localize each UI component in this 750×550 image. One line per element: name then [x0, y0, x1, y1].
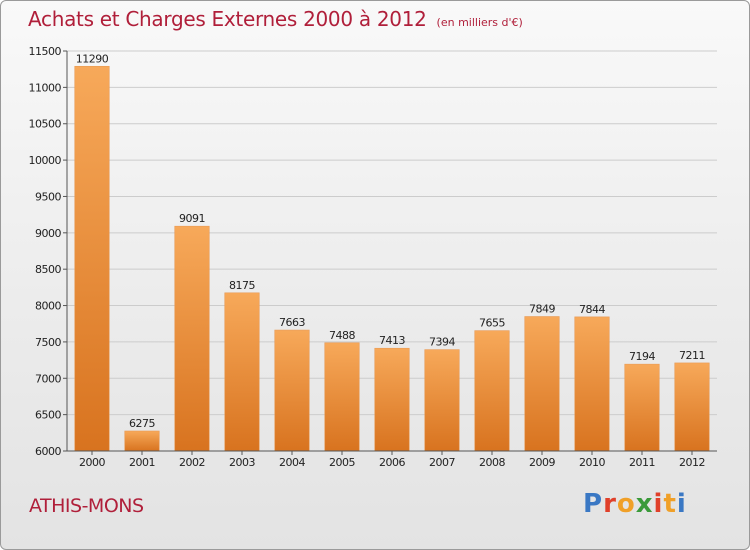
- data-label: 7663: [279, 316, 305, 329]
- y-tick-label: 9500: [35, 190, 61, 203]
- axes: [63, 50, 717, 455]
- y-tick-label: 7000: [35, 372, 61, 385]
- x-tick-label: 2011: [629, 456, 655, 469]
- data-label: 7413: [379, 334, 405, 347]
- labels: 6000 6500 7000 7500 8000 8500 9000 9500 10000 105…: [29, 45, 706, 469]
- x-tick-label: 2007: [429, 456, 455, 469]
- logo-letter: i: [653, 489, 664, 519]
- bar: [124, 430, 160, 452]
- bars: [74, 65, 710, 452]
- x-tick-label: 2008: [479, 456, 505, 469]
- data-label: 7655: [479, 317, 505, 330]
- bar: [324, 342, 360, 452]
- logo-letter: i: [676, 489, 687, 519]
- y-tick-label: 7500: [35, 336, 61, 349]
- title-block: Achats et Charges Externes 2000 à 2012 (e…: [28, 7, 523, 31]
- x-tick-label: 2001: [129, 456, 155, 469]
- bar: [674, 362, 710, 452]
- data-label: 7488: [329, 329, 355, 342]
- y-tick-label: 11000: [29, 81, 62, 94]
- bar: [224, 292, 260, 452]
- city-name: ATHIS-MONS: [29, 495, 144, 517]
- bar: [624, 363, 660, 452]
- data-label: 7211: [679, 349, 705, 362]
- bar: [174, 225, 210, 452]
- y-tick-label: 8000: [35, 300, 61, 313]
- logo-letter: r: [603, 489, 617, 519]
- proxiti-logo[interactable]: Proxiti: [583, 489, 687, 519]
- x-tick-label: 2009: [529, 456, 555, 469]
- data-label: 7844: [579, 303, 605, 316]
- logo-letter: P: [583, 489, 604, 519]
- logo-letter: x: [635, 489, 654, 519]
- chart-title: Achats et Charges Externes 2000 à 2012: [28, 7, 427, 31]
- y-tick-label: 9000: [35, 227, 61, 240]
- bar: [74, 65, 110, 452]
- y-tick-label: 6500: [35, 409, 61, 422]
- data-label: 8175: [229, 279, 255, 292]
- bar: [374, 347, 410, 452]
- bar: [424, 349, 460, 452]
- data-label: 11290: [76, 52, 109, 65]
- bar: [474, 330, 510, 452]
- y-tick-label: 10000: [29, 154, 62, 167]
- chart-subtitle: (en milliers d'€): [436, 16, 523, 29]
- y-tick-label: 11500: [29, 45, 62, 58]
- x-tick-label: 2005: [329, 456, 355, 469]
- logo-letter: o: [616, 489, 636, 519]
- data-label: 9091: [179, 212, 205, 225]
- x-tick-label: 2003: [229, 456, 255, 469]
- data-label: 7194: [629, 350, 655, 363]
- x-tick-label: 2010: [579, 456, 605, 469]
- data-label: 7849: [529, 303, 555, 316]
- x-tick-label: 2000: [79, 456, 105, 469]
- x-tick-label: 2002: [179, 456, 205, 469]
- logo-letter: t: [663, 489, 677, 519]
- x-tick-label: 2006: [379, 456, 405, 469]
- bar: [574, 316, 610, 452]
- y-tick-label: 6000: [35, 445, 61, 458]
- y-tick-label: 10500: [29, 118, 62, 131]
- y-tick-label: 8500: [35, 263, 61, 276]
- bar: [274, 329, 310, 452]
- data-label: 6275: [129, 417, 155, 430]
- data-label: 7394: [429, 336, 455, 349]
- x-tick-label: 2012: [679, 456, 705, 469]
- x-tick-label: 2004: [279, 456, 305, 469]
- bar: [524, 316, 560, 452]
